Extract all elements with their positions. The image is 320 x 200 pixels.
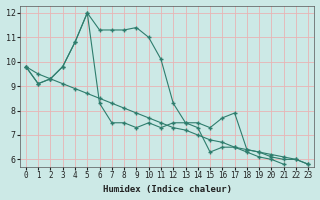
X-axis label: Humidex (Indice chaleur): Humidex (Indice chaleur): [103, 185, 232, 194]
